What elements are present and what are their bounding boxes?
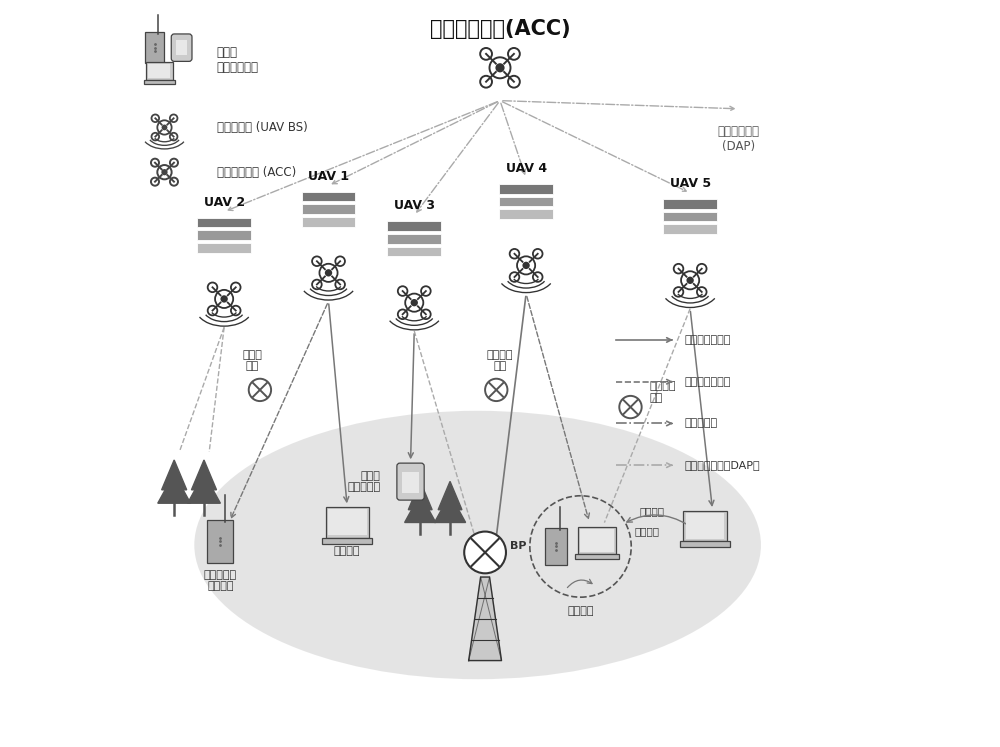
Text: 非视距
链路: 非视距 链路 [243,350,262,371]
FancyBboxPatch shape [397,463,424,500]
Circle shape [319,264,338,282]
Polygon shape [469,577,501,660]
Text: 非视距链路
干扰用户: 非视距链路 干扰用户 [204,570,237,591]
Text: 拍卖控制中心 (ACC): 拍卖控制中心 (ACC) [217,166,296,179]
Text: 原不稳定
链路: 原不稳定 链路 [649,381,676,403]
Circle shape [681,271,699,289]
Bar [322,538,372,544]
Circle shape [495,63,505,72]
Text: 多对一
未匹配用户: 多对一 未匹配用户 [348,471,381,492]
Bar [686,513,724,539]
Bar [144,81,175,84]
Text: 动态拍卖过程（DAP）: 动态拍卖过程（DAP） [685,460,761,470]
Bar [575,554,619,560]
Bar [148,64,170,78]
Bar [683,511,727,542]
FancyArrowPatch shape [567,579,592,588]
Circle shape [215,290,233,308]
Circle shape [162,125,167,131]
Bar [176,40,187,55]
Circle shape [464,532,506,574]
Bar [578,527,616,554]
Text: 差异化
业务需求用户: 差异化 业务需求用户 [217,46,259,75]
Bar [663,211,717,221]
Text: 拍卖控制中心(ACC): 拍卖控制中心(ACC) [430,19,570,40]
Bar [680,542,730,548]
Text: BP: BP [510,542,526,551]
Text: 用户移动: 用户移动 [639,506,664,516]
Polygon shape [438,481,462,509]
Circle shape [411,299,418,306]
Bar [302,217,355,226]
Circle shape [517,256,535,274]
Ellipse shape [194,411,761,679]
Circle shape [522,261,530,269]
Bar [302,204,355,214]
Polygon shape [434,494,466,522]
Circle shape [490,58,510,78]
Text: 原不稳定
链路: 原不稳定 链路 [487,350,513,371]
Text: 用户移动: 用户移动 [635,527,660,536]
Circle shape [249,379,271,401]
Polygon shape [191,460,217,490]
Text: 多对一匹配链路: 多对一匹配链路 [685,335,731,345]
Bar [387,247,441,256]
Circle shape [325,269,332,276]
Bar [499,209,553,219]
Bar [326,507,369,538]
Bar [302,191,355,201]
Polygon shape [408,481,432,509]
Bar [197,230,251,240]
FancyBboxPatch shape [545,528,567,565]
Bar [663,224,717,234]
Circle shape [157,165,172,179]
Text: UAV 5: UAV 5 [670,177,711,190]
FancyBboxPatch shape [171,34,192,61]
Text: 普通用户: 普通用户 [334,547,360,557]
Text: UAV 4: UAV 4 [506,162,547,175]
Circle shape [485,379,507,401]
Bar [197,217,251,227]
FancyBboxPatch shape [207,520,233,563]
Text: UAV 1: UAV 1 [308,170,349,182]
Text: 多对多匹配链路: 多对多匹配链路 [685,376,731,387]
Bar [499,196,553,206]
Text: 资源交换: 资源交换 [567,606,594,616]
Bar [197,243,251,252]
Text: 动态拍卖过程
(DAP): 动态拍卖过程 (DAP) [718,125,760,152]
Text: UAV 3: UAV 3 [394,199,435,212]
Polygon shape [162,460,187,490]
Bar [402,471,419,494]
Circle shape [161,169,168,176]
Bar [387,221,441,231]
FancyArrowPatch shape [627,515,688,525]
Circle shape [157,120,172,134]
Bar [387,234,441,244]
Polygon shape [405,494,436,522]
Bar [499,184,553,193]
Circle shape [405,294,423,311]
Bar [580,529,614,552]
Polygon shape [158,474,191,503]
Text: 无人机基站 (UAV BS): 无人机基站 (UAV BS) [217,121,307,134]
Text: 被替换链路: 被替换链路 [685,418,718,429]
Text: UAV 2: UAV 2 [204,196,245,208]
Polygon shape [188,474,220,503]
Bar [663,199,717,208]
Bar [146,62,173,81]
Bar [328,509,367,536]
FancyBboxPatch shape [145,32,164,63]
Circle shape [220,295,228,303]
Circle shape [619,396,642,418]
Circle shape [686,276,694,284]
